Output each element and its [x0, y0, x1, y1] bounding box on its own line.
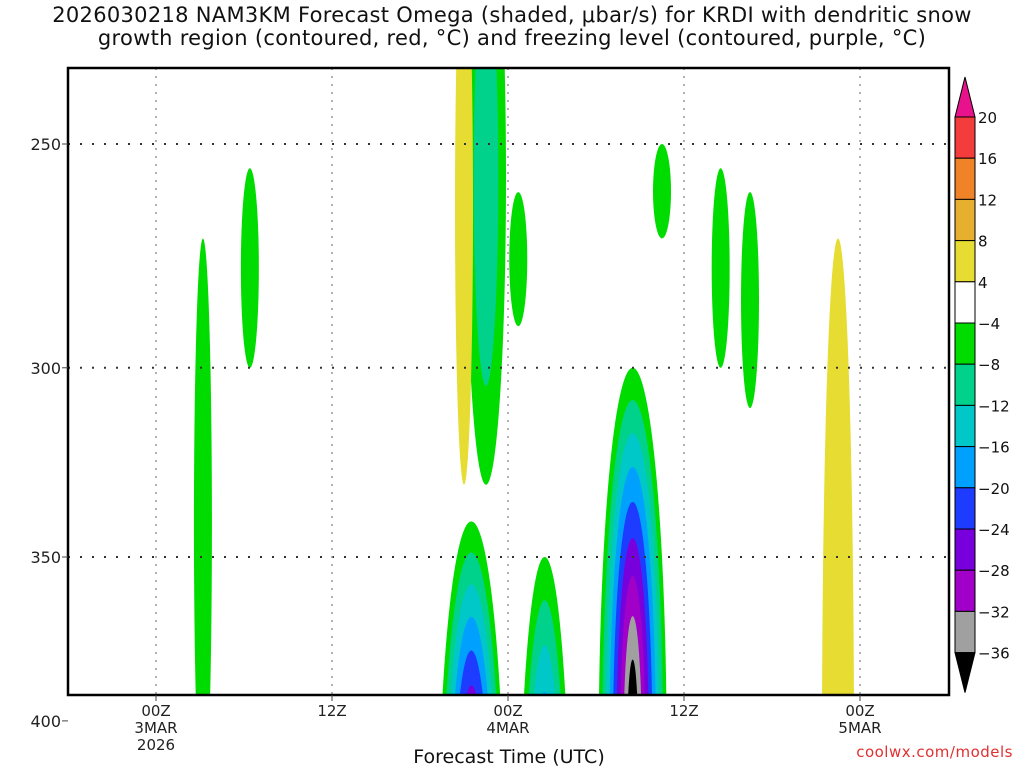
- omega-feature: [466, 68, 506, 485]
- colorbar-swatch: [954, 487, 976, 530]
- colorbar-swatch: [954, 363, 976, 406]
- omega-shade-band: [534, 645, 556, 695]
- omega-feature: [442, 521, 501, 695]
- omega-small-cell: [193, 238, 212, 695]
- colorbar-label: 12: [978, 191, 997, 209]
- y-tick-label: 250: [30, 135, 61, 154]
- colorbar-swatch: [954, 240, 976, 283]
- x-tick-label: 5MAR: [838, 719, 881, 737]
- colorbar-swatch: [954, 322, 976, 365]
- omega-small-cell: [509, 192, 528, 327]
- colorbar-bottom-arrow: [954, 652, 976, 693]
- colorbar-swatch: [954, 404, 976, 448]
- x-axis-title: Forecast Time (UTC): [413, 746, 604, 768]
- colorbar-swatch: [954, 116, 976, 159]
- colorbar-label: −36: [978, 645, 1010, 663]
- colorbar-swatch: [954, 281, 976, 324]
- omega-small-cell: [653, 144, 671, 239]
- colorbar-label: −4: [978, 315, 1000, 333]
- colorbar-top-arrow: [954, 76, 976, 118]
- x-tick-label: 12Z: [669, 702, 698, 720]
- colorbar-label: −8: [978, 356, 1000, 374]
- x-tick-label: 00Z: [845, 702, 874, 720]
- omega-shade-band: [628, 659, 638, 695]
- colorbar-swatch: [954, 198, 976, 242]
- x-tick-label: 4MAR: [486, 719, 529, 737]
- colorbar-label: −24: [978, 521, 1010, 539]
- x-tick-label: 12Z: [317, 702, 346, 720]
- omega-feature: [524, 557, 566, 695]
- colorbar-swatch: [954, 610, 976, 654]
- omega-small-cell: [455, 68, 473, 485]
- x-tick-label: 3MAR: [134, 719, 177, 737]
- omega-shade-band: [822, 238, 854, 695]
- colorbar-label: 20: [978, 109, 997, 127]
- credit-text: coolwx.com/models: [856, 743, 1013, 761]
- grid-layer: [68, 68, 949, 695]
- colorbar-swatch: [954, 446, 976, 489]
- y-tick-label: 350: [30, 548, 61, 567]
- y-axis: 2503003504004505005506006507007508008509…: [30, 135, 68, 731]
- colorbar-label: −28: [978, 562, 1010, 580]
- title-line-1: 2026030218 NAM3KM Forecast Omega (shaded…: [52, 3, 972, 27]
- colorbar-label: 16: [978, 150, 997, 168]
- colorbar-label: −16: [978, 439, 1010, 457]
- colorbar-label: −32: [978, 603, 1010, 621]
- x-tick-label: 2026: [137, 736, 175, 754]
- title-line-2: growth region (contoured, red, °C) and f…: [97, 26, 927, 50]
- omega-shading: [193, 68, 854, 695]
- colorbar-label: 8: [978, 233, 988, 251]
- omega-small-cell: [711, 168, 730, 368]
- colorbar-swatch: [954, 569, 976, 612]
- chart-title: 2026030218 NAM3KM Forecast Omega (shaded…: [0, 4, 1024, 50]
- omega-shade-band: [466, 685, 477, 695]
- x-tick-label: 00Z: [493, 702, 522, 720]
- y-tick-label: 400: [30, 712, 61, 731]
- omega-feature: [599, 367, 667, 695]
- omega-shade-band: [459, 650, 483, 695]
- y-tick-label: 300: [30, 359, 61, 378]
- colorbar-label: −20: [978, 480, 1010, 498]
- omega-small-cell: [240, 168, 259, 368]
- colorbar-swatch: [954, 528, 976, 571]
- omega-shade-band: [624, 616, 642, 695]
- colorbar: 20 16 12 8 4 −4 −8 −12 −16 −20 −24 −28 −32 −36: [954, 76, 1010, 693]
- colorbar-swatch: [954, 157, 976, 200]
- x-tick-label: 00Z: [141, 702, 170, 720]
- omega-feature: [822, 238, 854, 695]
- omega-small-cell: [741, 192, 759, 409]
- colorbar-label: 4: [978, 274, 988, 292]
- colorbar-label: −12: [978, 397, 1010, 415]
- omega-shade-band: [473, 68, 499, 386]
